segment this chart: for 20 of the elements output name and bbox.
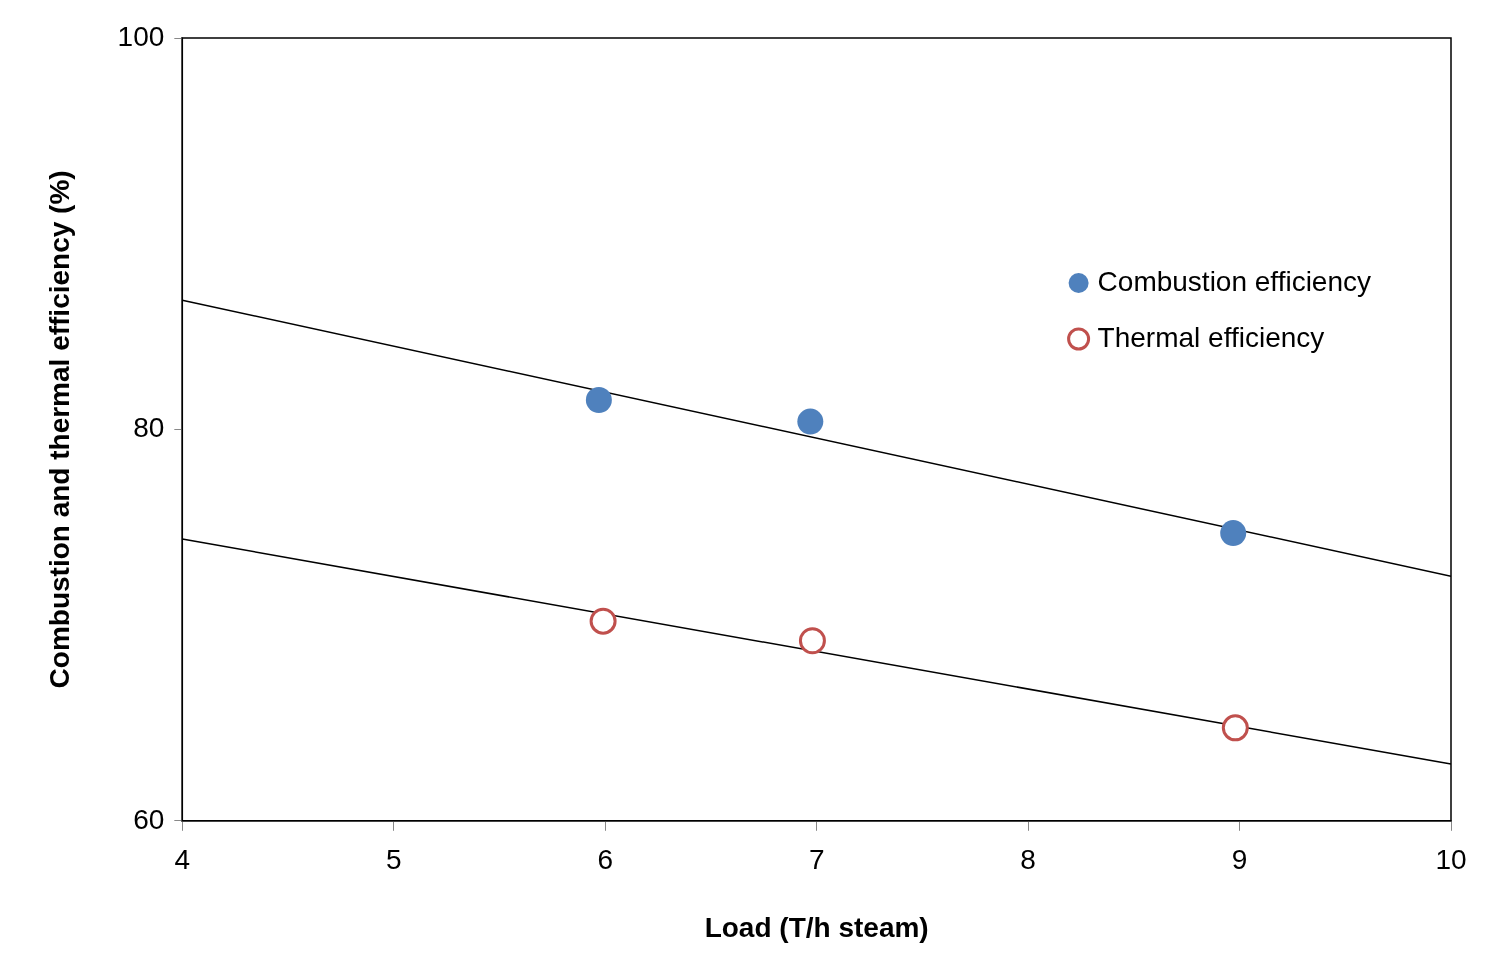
- x-tick-label: 10: [1435, 844, 1467, 876]
- y-tick-label: 100: [117, 20, 165, 52]
- x-tick-label: 9: [1231, 844, 1248, 876]
- point: [1221, 714, 1249, 742]
- point: [1220, 520, 1247, 547]
- legend-label: Combustion efficiency: [1097, 265, 1372, 297]
- x-tick-label: 6: [597, 844, 613, 876]
- x-tick-label: 7: [808, 844, 825, 876]
- point: [585, 387, 612, 414]
- x-tick-label: 4: [174, 844, 191, 876]
- y-tick-label: 80: [133, 412, 165, 444]
- x-axis-title: Load (T/h steam): [704, 911, 929, 943]
- x-tick-label: 5: [385, 844, 402, 876]
- point: [797, 408, 824, 435]
- x-tick-label: 8: [1020, 844, 1036, 876]
- y-tick-label: 60: [133, 803, 165, 835]
- legend-label: Thermal efficiency: [1097, 321, 1325, 353]
- y-axis-title: Combustion and thermal efficiency (%): [43, 170, 75, 689]
- point: [798, 627, 826, 655]
- point: [589, 607, 617, 635]
